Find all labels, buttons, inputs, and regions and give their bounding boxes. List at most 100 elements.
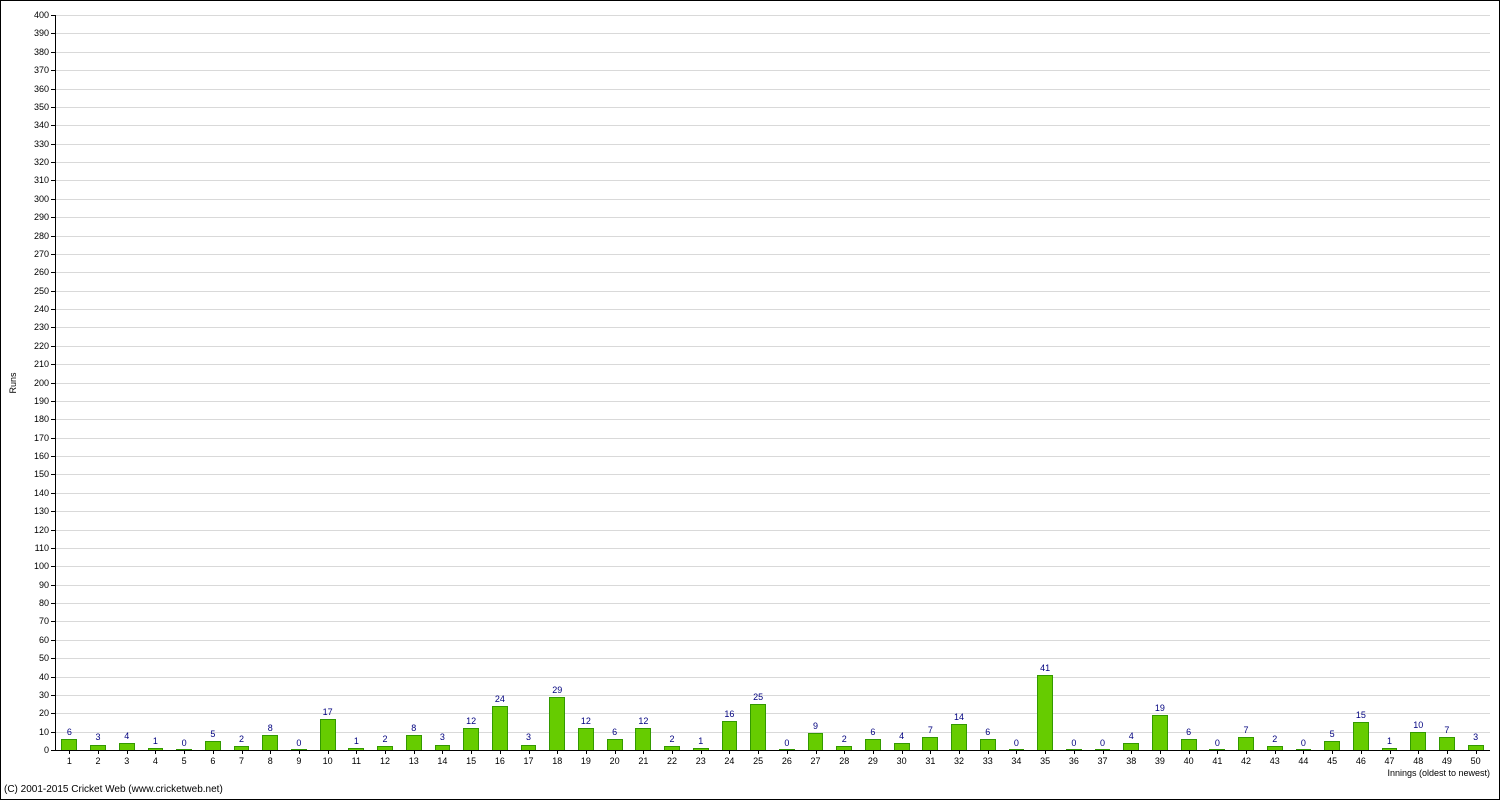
x-tick [442,750,443,754]
gridline [55,640,1490,641]
bar-value-label: 0 [182,738,187,748]
x-tick-label: 11 [352,756,361,766]
y-tick-label: 60 [19,635,49,645]
x-tick-label: 7 [239,756,244,766]
x-tick-label: 38 [1126,756,1136,766]
x-tick [902,750,903,754]
gridline [55,125,1490,126]
bar-value-label: 12 [581,716,591,726]
y-tick-label: 230 [19,322,49,332]
x-tick [213,750,214,754]
bar-value-label: 8 [411,723,416,733]
bar [1238,737,1254,750]
y-tick-label: 290 [19,212,49,222]
x-tick [1189,750,1190,754]
bar-value-label: 7 [1244,725,1249,735]
y-tick-label: 30 [19,690,49,700]
x-tick-label: 39 [1155,756,1165,766]
x-tick [155,750,156,754]
gridline [55,33,1490,34]
bar [1123,743,1139,750]
bar-value-label: 19 [1155,703,1165,713]
gridline [55,695,1490,696]
gridline [55,144,1490,145]
y-tick-label: 10 [19,727,49,737]
x-tick-label: 6 [210,756,215,766]
bar-value-label: 5 [210,729,215,739]
bar-value-label: 2 [383,734,388,744]
plot-area [55,15,1490,750]
y-axis-title: Runs [8,372,18,393]
bar-value-label: 12 [466,716,476,726]
bar-value-label: 25 [753,692,763,702]
bar [1410,732,1426,750]
x-tick [471,750,472,754]
bar-value-label: 2 [842,734,847,744]
y-tick-label: 340 [19,120,49,130]
x-tick [242,750,243,754]
y-tick-label: 250 [19,286,49,296]
gridline [55,89,1490,90]
gridline [55,217,1490,218]
copyright-text: (C) 2001-2015 Cricket Web (www.cricketwe… [4,784,223,795]
y-tick-label: 220 [19,341,49,351]
y-tick-label: 260 [19,267,49,277]
x-tick-label: 50 [1471,756,1481,766]
x-tick-label: 37 [1098,756,1108,766]
x-tick-label: 14 [437,756,447,766]
y-tick-label: 310 [19,175,49,185]
x-tick [873,750,874,754]
x-tick [356,750,357,754]
x-tick [844,750,845,754]
bar-value-label: 14 [954,712,964,722]
bar [635,728,651,750]
bar-value-label: 2 [1272,734,1277,744]
x-tick-label: 42 [1241,756,1251,766]
y-tick-label: 200 [19,378,49,388]
gridline [55,272,1490,273]
gridline [55,548,1490,549]
x-tick-label: 27 [811,756,821,766]
x-tick [672,750,673,754]
x-tick [127,750,128,754]
gridline [55,383,1490,384]
x-tick-label: 18 [552,756,562,766]
gridline [55,254,1490,255]
gridline [55,70,1490,71]
x-tick [98,750,99,754]
x-tick-label: 49 [1442,756,1452,766]
x-tick [1418,750,1419,754]
bar-value-label: 12 [638,716,648,726]
y-tick-label: 0 [19,745,49,755]
x-tick-label: 24 [724,756,734,766]
x-tick-label: 33 [983,756,993,766]
bar [1324,741,1340,750]
bar [205,741,221,750]
bar [492,706,508,750]
y-tick-label: 350 [19,102,49,112]
gridline [55,658,1490,659]
x-tick [1303,750,1304,754]
x-tick-label: 3 [124,756,129,766]
y-tick-label: 370 [19,65,49,75]
x-tick [1361,750,1362,754]
x-axis-title: Innings (oldest to newest) [1387,768,1490,778]
x-tick [988,750,989,754]
x-tick [529,750,530,754]
bar [922,737,938,750]
gridline [55,15,1490,16]
bar-value-label: 0 [784,738,789,748]
gridline [55,456,1490,457]
x-tick [270,750,271,754]
bar-value-label: 4 [899,731,904,741]
x-tick-label: 28 [839,756,849,766]
x-tick-label: 34 [1011,756,1021,766]
x-tick [1476,750,1477,754]
gridline [55,180,1490,181]
x-tick-label: 8 [268,756,273,766]
y-tick-label: 390 [19,28,49,38]
x-tick [299,750,300,754]
gridline [55,438,1490,439]
x-tick [184,750,185,754]
bar [578,728,594,750]
